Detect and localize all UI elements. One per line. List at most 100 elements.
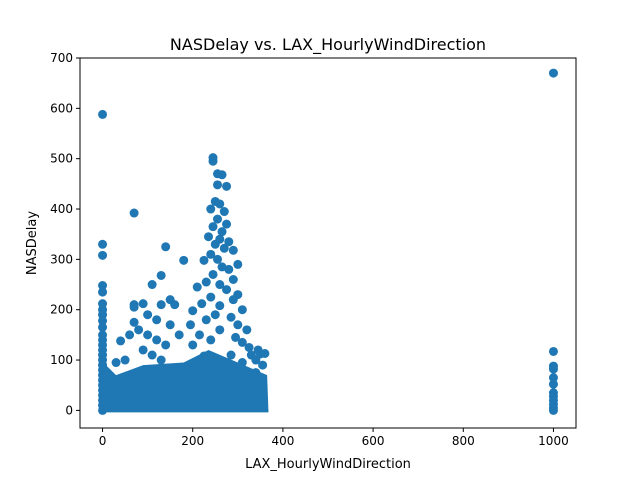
x-tick-label: 600 [362,434,385,448]
data-point [208,269,218,279]
data-point [251,355,261,365]
data-point [258,360,268,370]
data-point [143,330,153,340]
data-point [215,325,225,335]
x-axis-label: LAX_HourlyWindDirection [245,457,411,472]
data-point [233,259,243,269]
data-point [98,109,108,119]
data-point [206,204,216,214]
data-point [260,348,270,358]
data-point [174,330,184,340]
data-point [152,335,162,345]
data-point [147,350,157,360]
data-point [98,287,108,297]
data-point [228,295,238,305]
data-point [233,320,243,330]
dense-region [100,349,269,413]
data-point [165,320,175,330]
data-point [98,322,108,332]
data-point [116,336,126,346]
data-point [226,350,236,360]
data-point [206,335,216,345]
data-point [219,207,229,217]
data-point [548,379,558,389]
data-point [170,300,180,310]
x-axis-ticks: 0 200 400 600 800 1000 [99,428,569,448]
data-point [208,156,218,166]
data-point [222,285,232,295]
data-point [215,280,225,290]
data-point [156,355,166,365]
y-tick-label: 400 [50,202,73,216]
y-tick-label: 200 [50,303,73,317]
x-tick-label: 1000 [538,434,569,448]
y-tick-label: 600 [50,101,73,115]
y-axis-ticks: 0 100 200 300 400 500 600 700 [50,51,80,417]
data-point [161,340,171,350]
data-point [204,232,214,242]
data-point [179,255,189,265]
data-point [185,320,195,330]
data-point [125,330,135,340]
data-point [210,310,220,320]
chart-title: NASDelay vs. LAX_HourlyWindDirection [170,35,486,55]
x-tick-label: 400 [271,434,294,448]
data-point [213,180,223,190]
data-point [143,310,153,320]
data-point [161,242,171,252]
data-point [156,270,166,280]
data-point [548,373,558,383]
data-point [210,239,220,249]
data-point [98,281,108,291]
data-point [192,282,202,292]
data-point [208,222,218,232]
data-point [111,358,121,368]
y-tick-label: 300 [50,252,73,266]
data-point [548,68,558,78]
data-point [206,249,216,259]
data-point [201,277,211,287]
dense-point-cloud [100,349,269,413]
x-tick-label: 800 [452,434,475,448]
data-point [224,237,234,247]
data-point [213,214,223,224]
y-axis-label: NASDelay [25,211,40,275]
data-point [120,355,130,365]
data-point [188,340,198,350]
y-tick-label: 500 [50,152,73,166]
data-point [156,300,166,310]
data-point [201,315,211,325]
data-point [138,299,148,309]
data-point [197,299,207,309]
data-point [134,325,144,335]
data-point [237,305,247,315]
x-tick-label: 200 [181,434,204,448]
data-point [213,254,223,264]
data-point [217,262,227,272]
data-point [129,317,139,327]
data-point [548,405,558,415]
data-point [206,292,216,302]
y-tick-label: 700 [50,51,73,65]
data-point [228,245,238,255]
x-tick-label: 0 [99,434,107,448]
data-point [242,325,252,335]
data-point [98,316,108,326]
data-point [231,332,241,342]
y-tick-label: 0 [65,403,73,417]
data-point [237,337,247,347]
data-point [194,330,204,340]
data-point [217,227,227,237]
data-point [199,255,209,265]
data-point [188,306,198,316]
data-point [147,280,157,290]
plot-area-frame [79,57,577,429]
y-tick-label: 100 [50,353,73,367]
data-point [217,170,227,180]
data-points [98,68,558,415]
data-point [222,181,232,191]
data-point [222,219,232,229]
data-point [215,301,225,311]
data-point [152,315,162,325]
